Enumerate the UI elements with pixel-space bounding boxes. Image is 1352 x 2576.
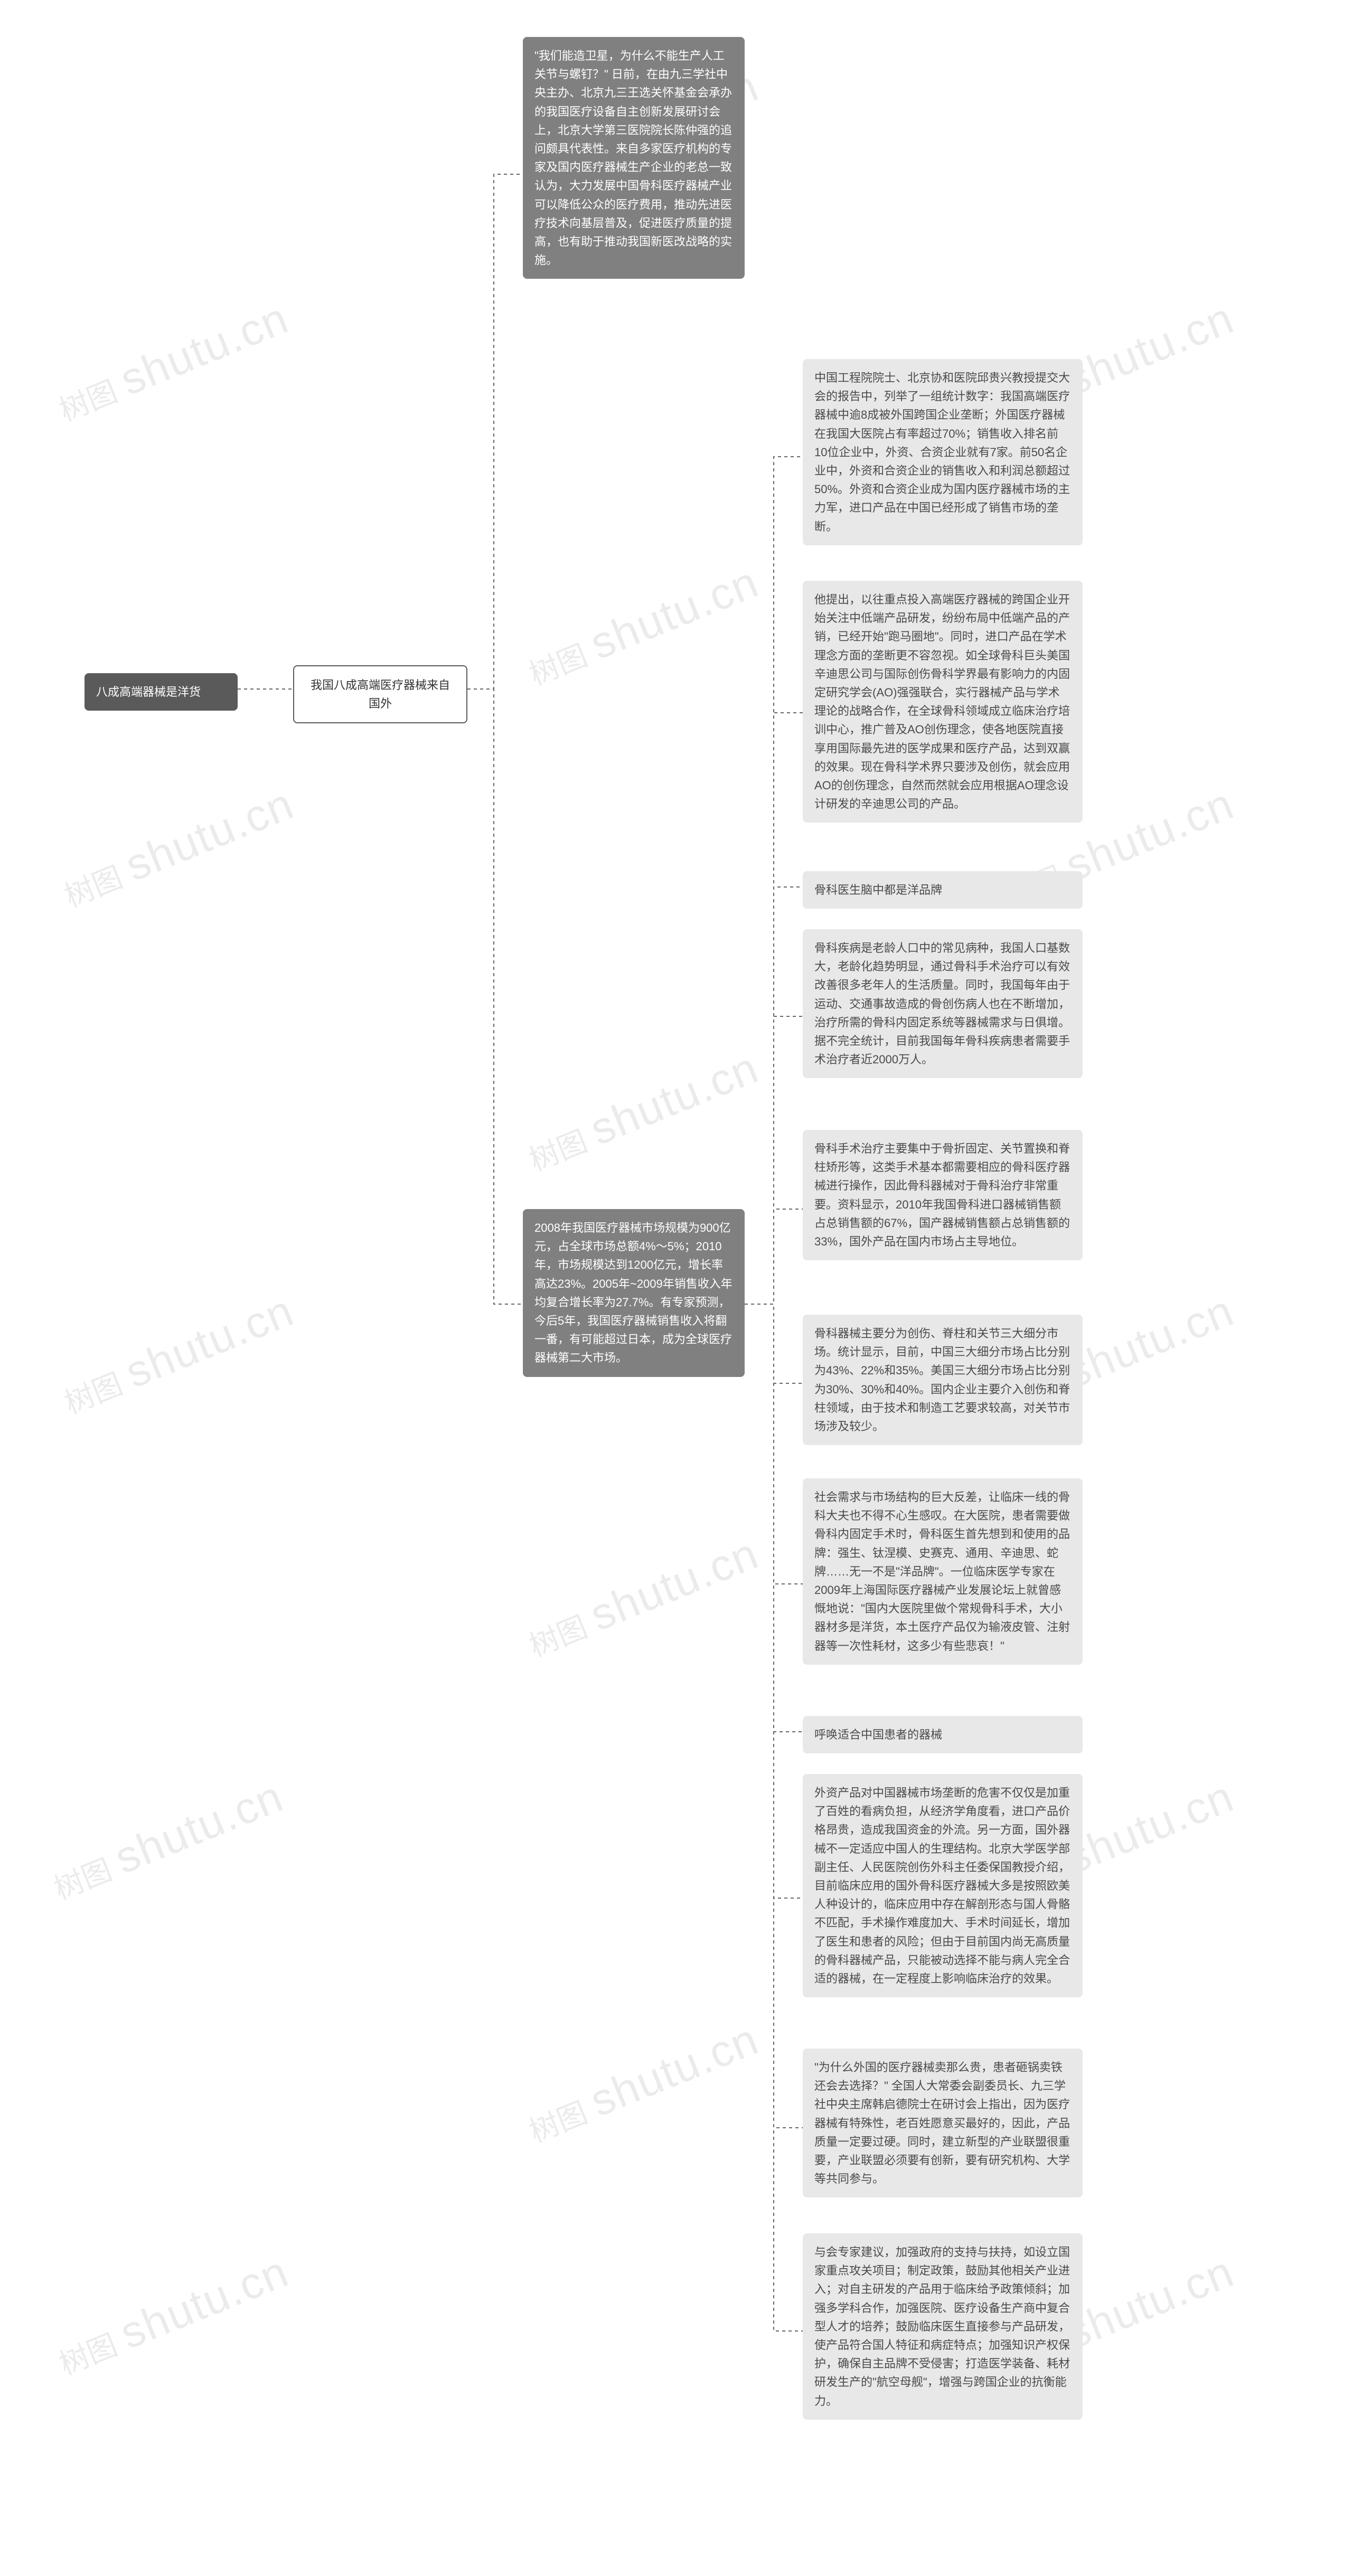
level3-node-0-text: 中国工程院院士、北京协和医院邱贵兴教授提交大会的报告中，列举了一组统计数字：我国…	[814, 371, 1070, 533]
watermark-en: shutu.cn	[1058, 778, 1241, 891]
watermark-7: 树图shutu.cn	[520, 1042, 766, 1181]
watermark-9: 树图shutu.cn	[520, 2013, 766, 2153]
level3-node-6-text: 社会需求与市场结构的巨大反差，让临床一线的骨科大夫也不得不心生感叹。在大医院，患…	[814, 1490, 1070, 1653]
level3-node-3-text: 骨科疾病是老龄人口中的常见病种，我国人口基数大，老龄化趋势明显，通过骨科手术治疗…	[814, 941, 1070, 1066]
watermark-en: shutu.cn	[583, 1527, 766, 1641]
level3-node-0[interactable]: 中国工程院院士、北京协和医院邱贵兴教授提交大会的报告中，列举了一组统计数字：我国…	[803, 359, 1083, 545]
watermark-zh: 树图	[522, 1603, 593, 1665]
watermark-en: shutu.cn	[113, 292, 296, 405]
level2-node-b[interactable]: 2008年我国医疗器械市场规模为900亿元，占全球市场总额4%～5%；2010年…	[523, 1209, 745, 1377]
watermark-en: shutu.cn	[583, 2013, 766, 2127]
level3-node-5[interactable]: 骨科器械主要分为创伤、脊柱和关节三大细分市场。统计显示，目前，中国三大细分市场占…	[803, 1315, 1083, 1445]
watermark-zh: 树图	[58, 854, 128, 916]
level3-node-6[interactable]: 社会需求与市场结构的巨大反差，让临床一线的骨科大夫也不得不心生感叹。在大医院，患…	[803, 1478, 1083, 1665]
level2-node-a-text: "我们能造卫星，为什么不能生产人工关节与螺钉？" 日前，在由九三学社中央主办、北…	[534, 49, 732, 267]
level3-node-8-text: 外资产品对中国器械市场垄断的危害不仅仅是加重了百姓的看病负担，从经济学角度看，进…	[814, 1786, 1070, 1985]
level3-node-7-text: 呼唤适合中国患者的器械	[814, 1728, 942, 1741]
watermark-zh: 树图	[47, 1846, 118, 1908]
level3-node-3[interactable]: 骨科疾病是老龄人口中的常见病种，我国人口基数大，老龄化趋势明显，通过骨科手术治疗…	[803, 929, 1083, 1078]
level3-node-7[interactable]: 呼唤适合中国患者的器械	[803, 1716, 1083, 1753]
level3-node-10[interactable]: 与会专家建议，加强政府的支持与扶持，如设立国家重点攻关项目；制定政策，鼓励其他相…	[803, 2233, 1083, 2420]
watermark-8: 树图shutu.cn	[520, 1527, 766, 1667]
level3-node-10-text: 与会专家建议，加强政府的支持与扶持，如设立国家重点攻关项目；制定政策，鼓励其他相…	[814, 2245, 1070, 2408]
watermark-en: shutu.cn	[113, 2245, 296, 2359]
watermark-2: 树图shutu.cn	[55, 1285, 301, 1424]
watermark-en: shutu.cn	[583, 1042, 766, 1155]
watermark-en: shutu.cn	[1058, 2245, 1241, 2359]
root-node-text: 八成高端器械是洋货	[96, 685, 201, 699]
watermark-zh: 树图	[52, 368, 123, 430]
watermark-en: shutu.cn	[1058, 1285, 1241, 1398]
level3-node-8[interactable]: 外资产品对中国器械市场垄断的危害不仅仅是加重了百姓的看病负担，从经济学角度看，进…	[803, 1774, 1083, 1997]
level2-node-b-text: 2008年我国医疗器械市场规模为900亿元，占全球市场总额4%～5%；2010年…	[534, 1221, 733, 1364]
watermark-en: shutu.cn	[583, 556, 766, 669]
watermark-4: 树图shutu.cn	[50, 2245, 296, 2385]
level2-node-a[interactable]: "我们能造卫星，为什么不能生产人工关节与螺钉？" 日前，在由九三学社中央主办、北…	[523, 37, 745, 279]
level3-node-9[interactable]: "为什么外国的医疗器械卖那么贵，患者砸锅卖铁还会去选择？" 全国人大常委会副委员…	[803, 2049, 1083, 2197]
watermark-en: shutu.cn	[118, 778, 301, 891]
watermark-zh: 树图	[58, 1361, 128, 1422]
watermark-en: shutu.cn	[108, 1770, 290, 1884]
level1-node[interactable]: 我国八成高端医疗器械来自国外	[293, 665, 467, 723]
watermark-en: shutu.cn	[118, 1285, 301, 1398]
watermark-1: 树图shutu.cn	[55, 778, 301, 917]
level3-node-5-text: 骨科器械主要分为创伤、脊柱和关节三大细分市场。统计显示，目前，中国三大细分市场占…	[814, 1327, 1070, 1433]
level3-node-2[interactable]: 骨科医生脑中都是洋品牌	[803, 871, 1083, 909]
watermark-zh: 树图	[522, 2089, 593, 2151]
level3-node-1-text: 他提出，以往重点投入高端医疗器械的跨国企业开始关注中低端产品研发，纷纷布局中低端…	[814, 593, 1070, 810]
watermark-zh: 树图	[52, 2322, 123, 2383]
watermark-6: 树图shutu.cn	[520, 556, 766, 695]
level1-node-text: 我国八成高端医疗器械来自国外	[311, 678, 450, 710]
level3-node-4[interactable]: 骨科手术治疗主要集中于骨折固定、关节置换和脊柱矫形等，这类手术基本都需要相应的骨…	[803, 1130, 1083, 1260]
root-node[interactable]: 八成高端器械是洋货	[84, 673, 238, 711]
watermark-zh: 树图	[522, 632, 593, 694]
watermark-0: 树图shutu.cn	[50, 292, 296, 431]
watermark-en: shutu.cn	[1058, 292, 1241, 405]
level3-node-9-text: "为什么外国的医疗器械卖那么贵，患者砸锅卖铁还会去选择？" 全国人大常委会副委员…	[814, 2061, 1070, 2185]
watermark-en: shutu.cn	[1058, 1770, 1241, 1884]
watermark-3: 树图shutu.cn	[44, 1770, 290, 1910]
level3-node-4-text: 骨科手术治疗主要集中于骨折固定、关节置换和脊柱矫形等，这类手术基本都需要相应的骨…	[814, 1142, 1070, 1248]
level3-node-2-text: 骨科医生脑中都是洋品牌	[814, 883, 942, 897]
level3-node-1[interactable]: 他提出，以往重点投入高端医疗器械的跨国企业开始关注中低端产品研发，纷纷布局中低端…	[803, 581, 1083, 823]
watermark-zh: 树图	[522, 1118, 593, 1180]
